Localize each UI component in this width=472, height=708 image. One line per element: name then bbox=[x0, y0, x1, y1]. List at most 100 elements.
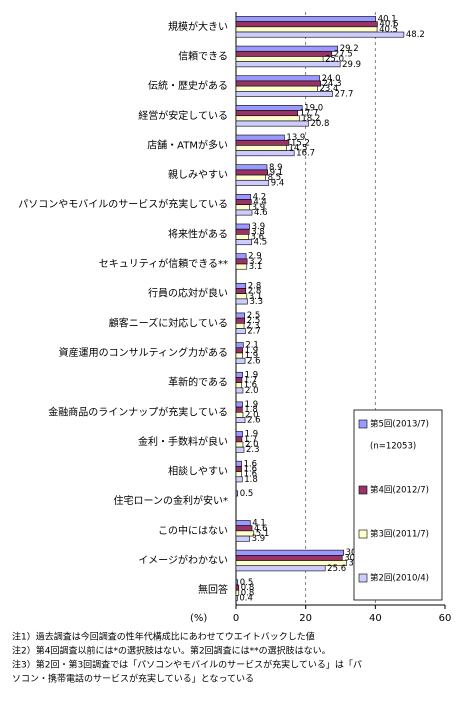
bar bbox=[235, 460, 242, 467]
value-label: 2.8 bbox=[248, 287, 262, 297]
category-label: 住宅ローンの金利が安い* bbox=[114, 494, 229, 507]
value-label: 2.6 bbox=[247, 416, 261, 426]
bar bbox=[235, 584, 240, 591]
value-label: 20.8 bbox=[310, 119, 329, 129]
value-label: 3.8 bbox=[251, 227, 265, 237]
value-label: 5.1 bbox=[256, 529, 270, 539]
value-label: 24.3 bbox=[323, 79, 342, 89]
legend-swatch bbox=[358, 573, 368, 583]
bar bbox=[235, 357, 246, 364]
bar bbox=[235, 253, 247, 260]
value-label: 1.9 bbox=[245, 430, 259, 440]
bar bbox=[235, 21, 378, 28]
value-label: 2.8 bbox=[248, 281, 262, 291]
category-label: セキュリティが信頼できる** bbox=[99, 257, 228, 270]
category-label: 親しみやすい bbox=[168, 168, 228, 181]
value-label: 25.6 bbox=[327, 564, 346, 574]
bar bbox=[235, 431, 243, 438]
value-label: 0.8 bbox=[241, 588, 255, 598]
value-label: 2.5 bbox=[247, 316, 261, 326]
bar bbox=[235, 194, 251, 200]
value-label: 25.0 bbox=[325, 55, 344, 65]
legend-swatch bbox=[358, 529, 368, 539]
bar bbox=[235, 406, 243, 413]
bar bbox=[235, 85, 318, 92]
value-label: 2.0 bbox=[245, 440, 259, 450]
value-label: 16.7 bbox=[296, 149, 315, 159]
value-label: 4.4 bbox=[253, 198, 267, 208]
value-label: 2.0 bbox=[245, 386, 259, 396]
bar bbox=[235, 239, 252, 246]
bar bbox=[235, 466, 242, 472]
bar bbox=[235, 174, 266, 181]
value-label: 18.2 bbox=[301, 114, 320, 124]
value-label: 3.9 bbox=[252, 222, 266, 232]
bar bbox=[235, 169, 268, 176]
category-label: 金利・手数料が良い bbox=[138, 435, 228, 448]
bar bbox=[235, 134, 285, 141]
category-label: 伝統・歴史がある bbox=[148, 79, 228, 92]
category-label: 金融商品のラインナップが充実している bbox=[48, 405, 228, 418]
bar bbox=[235, 80, 321, 87]
bar bbox=[235, 377, 243, 383]
bar bbox=[235, 312, 246, 319]
category-label: 資産運用のコンサルティング力がある bbox=[59, 346, 228, 359]
note: ソコン・携帯電話のサービスが充実している」となっている bbox=[12, 673, 254, 685]
value-label: 3.9 bbox=[252, 203, 266, 213]
value-label: 3.2 bbox=[249, 257, 263, 267]
legend-label: 第5回(2013/7) bbox=[370, 419, 429, 430]
bar bbox=[235, 471, 242, 478]
bar bbox=[235, 371, 243, 378]
bar bbox=[235, 490, 239, 497]
value-label: 48.2 bbox=[406, 30, 425, 40]
category-label: 経営が安定している bbox=[138, 109, 228, 122]
value-label: 2.0 bbox=[245, 410, 259, 420]
bar bbox=[235, 31, 405, 38]
bar bbox=[235, 417, 246, 423]
bar bbox=[235, 476, 243, 483]
value-label: 24.0 bbox=[322, 74, 341, 84]
value-label: 1.9 bbox=[245, 400, 259, 410]
value-label: 4.1 bbox=[252, 519, 266, 529]
bar bbox=[235, 56, 324, 62]
x-tick-label: 20 bbox=[299, 613, 312, 624]
value-label: 17.7 bbox=[300, 109, 319, 119]
value-label: 40.1 bbox=[378, 15, 397, 25]
x-axis-label: (%) bbox=[190, 613, 207, 624]
value-label: 2.1 bbox=[245, 341, 259, 351]
bar bbox=[235, 549, 344, 556]
bar bbox=[235, 115, 300, 122]
legend-label: 第2回(2010/4) bbox=[370, 573, 429, 584]
bar bbox=[235, 288, 247, 294]
legend-swatch bbox=[358, 485, 368, 495]
category-label: イメージがわかない bbox=[138, 554, 228, 567]
bar bbox=[235, 446, 245, 453]
legend-note: (n=12053) bbox=[370, 442, 416, 452]
bar bbox=[235, 223, 250, 230]
value-label: 0.5 bbox=[240, 578, 254, 588]
bar bbox=[235, 589, 240, 596]
value-label: 14.5 bbox=[289, 144, 308, 154]
bar bbox=[235, 164, 268, 171]
value-label: 9.4 bbox=[271, 178, 285, 188]
category-label: 革新的である bbox=[168, 376, 228, 389]
value-label: 8.5 bbox=[268, 173, 282, 183]
value-label: 23.4 bbox=[320, 84, 339, 94]
bar bbox=[235, 61, 341, 68]
value-label: 27.7 bbox=[334, 89, 353, 99]
bar bbox=[235, 139, 290, 146]
bar bbox=[235, 258, 248, 265]
value-label: 40.5 bbox=[379, 25, 398, 35]
value-label: 2.3 bbox=[246, 445, 260, 455]
bar bbox=[235, 26, 378, 33]
value-label: 29.9 bbox=[342, 60, 361, 70]
legend-label: 第3回(2011/7) bbox=[370, 529, 429, 540]
value-label: 1.9 bbox=[245, 370, 259, 380]
bar bbox=[235, 411, 244, 418]
bar bbox=[235, 436, 243, 443]
value-label: 2.5 bbox=[247, 311, 261, 321]
value-label: 4.2 bbox=[253, 192, 267, 202]
value-label: 40.6 bbox=[379, 20, 398, 30]
bar bbox=[235, 179, 270, 186]
value-label: 2.7 bbox=[247, 327, 261, 337]
